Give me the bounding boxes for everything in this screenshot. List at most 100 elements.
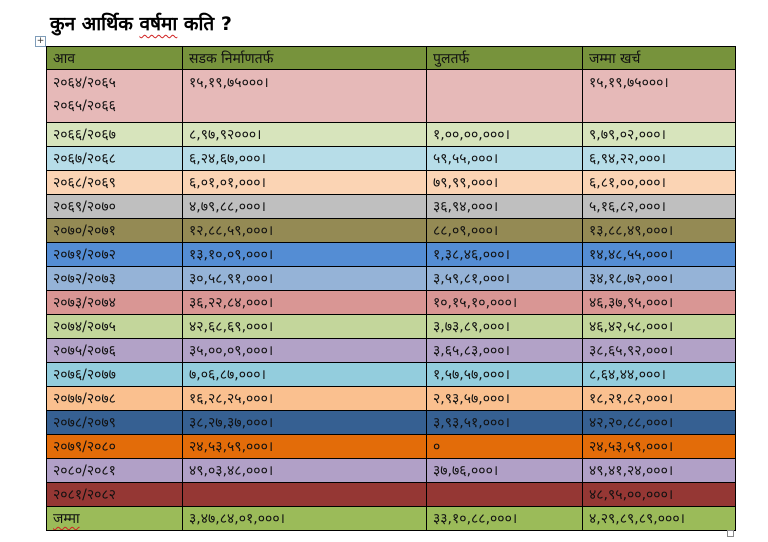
cell-year-text: २०८१/२०८२ [53, 487, 116, 503]
table-row: २०७३/२०७४ ३६,२२,८४,०००। १०,१५,१०,०००। ४६,३७… [46, 290, 736, 315]
cell-year-text: जम्मा [53, 511, 80, 527]
cell-year: २०७७/२०७८ [46, 386, 183, 411]
cell-road: ३,४७,८४,०१,०००। [182, 506, 427, 531]
header-bridge: पुलतर्फ [426, 46, 583, 70]
header-road: सडक निर्माणतर्फ [182, 46, 427, 70]
cell-year: जम्मा [46, 506, 183, 531]
table-resize-handle[interactable] [727, 530, 734, 537]
cell-road: २४,५३,५९,०००। [182, 434, 427, 459]
cell-total: ४९,४१,२४,०००। [582, 458, 736, 483]
cell-year-text: २०७५/२०७६ [53, 343, 116, 359]
cell-year-text: २०६९/२०७० [53, 199, 116, 215]
table-row: २०६८/२०६९ ६,०१,०१,०००। ७९,९९,०००। ६,८१,००,०… [46, 170, 736, 195]
cell-total: ६,९४,२२,०००। [582, 146, 736, 171]
cell-total: ३८,६५,९२,०००। [582, 338, 736, 363]
cell-bridge: ३७,७६,०००। [426, 458, 583, 483]
cell-road: १६,२८,२५,०००। [182, 386, 427, 411]
cell-road: ६,२४,६७,०००। [182, 146, 427, 171]
cell-bridge: ३३,१०,८८,०००। [426, 506, 583, 531]
cell-year-text: २०७०/२०७१ [53, 223, 116, 239]
cell-total: ४,२९,८९,८९,०००। [582, 506, 736, 531]
cell-bridge: ७९,९९,०००। [426, 170, 583, 195]
cell-bridge: ३,६५,८३,०००। [426, 338, 583, 363]
cell-year-text-2: २०६५/२०६६ [53, 98, 116, 114]
cell-bridge: ० [426, 434, 583, 459]
header-year: आव [46, 46, 183, 70]
table-row: २०७८/२०७९ ३८,२७,३७,०००। ३,९३,५१,०००। ४२,२०,… [46, 410, 736, 435]
cell-year-text: २०६८/२०६९ [53, 175, 116, 191]
cell-bridge: १,००,००,०००। [426, 122, 583, 147]
cell-year-text: २०६६/२०६७ [53, 127, 116, 143]
cell-bridge: ३,९३,५१,०००। [426, 410, 583, 435]
cell-year-text: २०७१/२०७२ [53, 247, 116, 263]
cell-year-text: २०७९/२०८० [53, 439, 116, 455]
cell-total: १५,१९,७५०००। [582, 69, 736, 123]
title-part-1: कुन आर्थिक [50, 13, 133, 35]
cell-year: २०६७/२०६८ [46, 146, 183, 171]
cell-total: ३४,१८,७२,०००। [582, 266, 736, 291]
cell-bridge: ५९,५५,०००। [426, 146, 583, 171]
cell-year: २०७९/२०८० [46, 434, 183, 459]
cell-bridge: ८८,०९,०००। [426, 218, 583, 243]
table-row: २०७४/२०७५ ४२,६८,६९,०००। ३,७३,८९,०००। ४६,४२,… [46, 314, 736, 339]
cell-year: २०८०/२०८१ [46, 458, 183, 483]
cell-year-text: २०७७/२०७८ [53, 391, 116, 407]
cell-year: २०७६/२०७७ [46, 362, 183, 387]
cell-year: २०६९/२०७० [46, 194, 183, 219]
cell-year-text: २०७३/२०७४ [53, 295, 116, 311]
cell-year: २०६४/२०६५ २०६५/२०६६ [46, 69, 183, 123]
cell-year: २०७८/२०७९ [46, 410, 183, 435]
table-row: २०६४/२०६५ २०६५/२०६६ १५,१९,७५०००। १५,१९,७५००… [46, 69, 736, 123]
cell-road [182, 482, 427, 507]
cell-total: ४६,४२,५८,०००। [582, 314, 736, 339]
cell-year: २०७२/२०७३ [46, 266, 183, 291]
cell-total: ४६,३७,९५,०००। [582, 290, 736, 315]
cell-bridge [426, 69, 583, 123]
cell-year: २०६८/२०६९ [46, 170, 183, 195]
cell-total: ४८,९५,००,०००। [582, 482, 736, 507]
cell-bridge: १०,१५,१०,०००। [426, 290, 583, 315]
cell-total: ६,८१,००,०००। [582, 170, 736, 195]
cell-year-text: २०६४/२०६५ [53, 75, 116, 91]
table-row: २०७०/२०७१ १२,८८,५९,०००। ८८,०९,०००। १३,८८,४९… [46, 218, 736, 243]
cell-road: १५,१९,७५०००। [182, 69, 427, 123]
cell-road: ४,७९,८८,०००। [182, 194, 427, 219]
cell-total: १३,८८,४९,०००। [582, 218, 736, 243]
cell-bridge: ३,७३,८९,०००। [426, 314, 583, 339]
cell-year: २०७५/२०७६ [46, 338, 183, 363]
cell-bridge: १,३८,४६,०००। [426, 242, 583, 267]
page-title: कुन आर्थिक वर्षमा कति ? [50, 10, 232, 36]
table-row: २०८०/२०८१ ४९,०३,४८,०००। ३७,७६,०००। ४९,४१,२४… [46, 458, 736, 483]
budget-table: आव सडक निर्माणतर्फ पुलतर्फ जम्मा खर्च २०… [46, 46, 736, 531]
cell-total: ८,६४,४४,०००। [582, 362, 736, 387]
cell-year: २०६६/२०६७ [46, 122, 183, 147]
cell-road: ३६,२२,८४,०००। [182, 290, 427, 315]
cell-total: २४,५३,५९,०००। [582, 434, 736, 459]
cell-road: ६,०१,०१,०००। [182, 170, 427, 195]
table-row: २०७७/२०७८ १६,२८,२५,०००। २,९३,५७,०००। १८,२१,… [46, 386, 736, 411]
table-move-handle-icon[interactable]: + [35, 36, 46, 47]
cell-year: २०८१/२०८२ [46, 482, 183, 507]
cell-bridge: २,९३,५७,०००। [426, 386, 583, 411]
cell-road: १२,८८,५९,०००। [182, 218, 427, 243]
cell-total: १८,२१,८२,०००। [582, 386, 736, 411]
table-row: २०७९/२०८० २४,५३,५९,०००। ० २४,५३,५९,०००। [46, 434, 736, 459]
title-part-3: कति ? [183, 13, 232, 35]
title-part-2: वर्षमा [139, 13, 178, 35]
cell-bridge [426, 482, 583, 507]
cell-year: २०७३/२०७४ [46, 290, 183, 315]
header-total: जम्मा खर्च [582, 46, 736, 70]
cell-road: ८,९७,९२०००। [182, 122, 427, 147]
cell-road: ४२,६८,६९,०००। [182, 314, 427, 339]
cell-year-text: २०७२/२०७३ [53, 271, 116, 287]
cell-total: ९,७९,०२,०००। [582, 122, 736, 147]
cell-road: ४९,०३,४८,०००। [182, 458, 427, 483]
cell-year-text: २०६७/२०६८ [53, 151, 116, 167]
table-body: आव सडक निर्माणतर्फ पुलतर्फ जम्मा खर्च २०… [46, 46, 736, 531]
cell-total: १४,४८,५५,०००। [582, 242, 736, 267]
cell-total: ५,१६,८२,०००। [582, 194, 736, 219]
table-row: २०७२/२०७३ ३०,५८,९१,०००। ३,५९,८१,०००। ३४,१८,… [46, 266, 736, 291]
table-row: २०६६/२०६७ ८,९७,९२०००। १,००,००,०००। ९,७९,०२,… [46, 122, 736, 147]
cell-year-text: २०७४/२०७५ [53, 319, 116, 335]
cell-road: ७,०६,८७,०००। [182, 362, 427, 387]
